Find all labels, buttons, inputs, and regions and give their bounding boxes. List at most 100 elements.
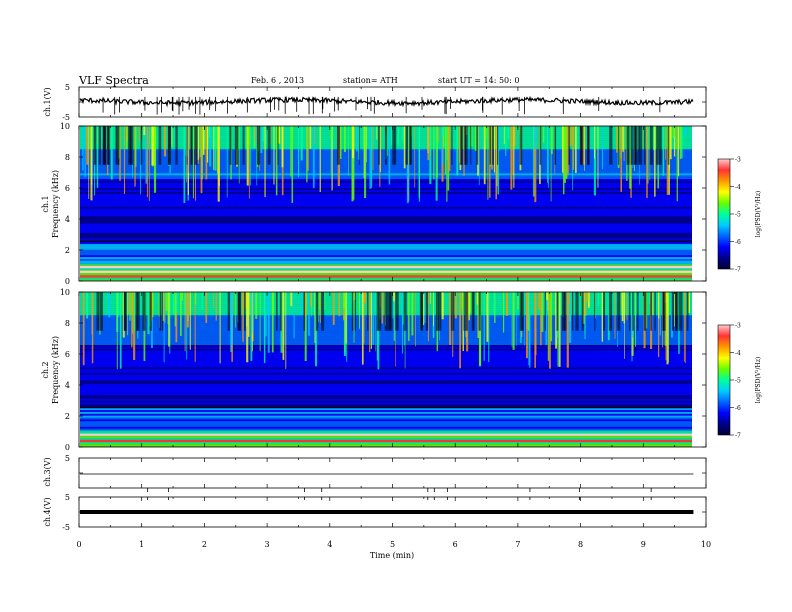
- spectrogram-band: [80, 424, 692, 427]
- sferic-streak: [401, 292, 403, 315]
- spectrogram-band: [80, 180, 692, 183]
- sferic-streak: [486, 292, 489, 342]
- spectrogram-band: [80, 258, 692, 261]
- spectrogram-gap: [161, 292, 164, 331]
- sferic-streak: [666, 292, 669, 365]
- y-tick-label: 6: [65, 350, 70, 359]
- sferic-streak: [527, 292, 530, 331]
- spectrogram-band: [80, 428, 692, 431]
- y-tick-label: 6: [65, 184, 70, 193]
- sferic-streak: [278, 126, 281, 144]
- sferic-streak: [90, 126, 93, 201]
- sferic-streak: [666, 126, 669, 149]
- sferic-streak: [545, 292, 548, 345]
- sferic-streak: [249, 126, 251, 145]
- spectrogram-gap: [680, 292, 683, 331]
- sferic-streak: [319, 292, 321, 323]
- spectrogram-band: [80, 228, 692, 232]
- sferic-streak: [133, 292, 136, 331]
- sferic-streak: [626, 292, 628, 321]
- sferic-streak: [502, 292, 505, 333]
- sferic-streak: [427, 292, 429, 342]
- spectrogram-band: [80, 445, 692, 447]
- sferic-streak: [562, 126, 565, 195]
- sferic-streak: [312, 126, 315, 189]
- sferic-streak: [478, 126, 480, 186]
- spectrogram-gap: [586, 126, 589, 165]
- strong-band-line: [80, 439, 692, 442]
- sferic-streak: [565, 126, 568, 179]
- spectrogram-band: [80, 389, 692, 392]
- sferic-streak: [436, 126, 438, 178]
- spectrogram-band: [80, 432, 692, 435]
- spectrogram-gap: [389, 292, 392, 331]
- spectrogram-band: [80, 378, 692, 381]
- spectrogram-band: [80, 370, 692, 373]
- sferic-streak: [647, 126, 649, 184]
- sferic-streak: [242, 292, 244, 342]
- x-tick-label: 9: [641, 540, 646, 549]
- spectrogram-band: [80, 385, 692, 388]
- sferic-streak: [164, 126, 167, 157]
- sferic-streak: [535, 126, 537, 142]
- y-tick-label: 8: [65, 153, 70, 162]
- ch1-spectrogram-image: [80, 126, 692, 281]
- sferic-streak: [515, 292, 517, 346]
- spectrogram-band: [80, 178, 692, 181]
- sferic-streak: [572, 126, 574, 191]
- spectrogram-gap: [639, 126, 643, 165]
- sferic-streak: [459, 292, 461, 369]
- sferic-streak: [461, 292, 463, 309]
- sferic-streak: [622, 126, 624, 152]
- sferic-streak: [219, 292, 221, 364]
- sferic-streak: [127, 126, 129, 143]
- sferic-streak: [601, 292, 604, 342]
- sferic-streak: [446, 126, 448, 202]
- sferic-streak: [372, 126, 374, 171]
- spectrogram-band: [80, 186, 692, 189]
- spectrogram-gap: [594, 292, 596, 331]
- spectrogram-gap: [142, 292, 146, 331]
- spectrogram-gap: [450, 292, 452, 331]
- spectrogram-gap: [618, 292, 621, 331]
- sferic-streak: [172, 292, 175, 315]
- station-label: station= ATH: [343, 76, 398, 85]
- sferic-streak: [260, 126, 263, 154]
- sferic-streak: [250, 126, 252, 186]
- ch2-colorbar-label: log(PSD(V²/Hz): [755, 357, 762, 404]
- spectrogram-gap: [554, 126, 557, 165]
- spectrogram-gap: [521, 292, 524, 331]
- colorbar-tick-label: -4: [735, 350, 741, 357]
- sferic-streak: [267, 292, 270, 353]
- sferic-streak: [381, 292, 384, 324]
- y-tick-labels: 5 -5 5 5 -5 0 2 4 6 8 10 0 2 4 6 8 10: [60, 83, 70, 532]
- spectrogram-band: [80, 367, 692, 370]
- spectrogram-gap: [563, 292, 567, 331]
- spectrogram-gap: [194, 126, 196, 165]
- spectrogram-band: [80, 402, 692, 405]
- sferic-streak: [209, 126, 212, 167]
- sferic-streak: [659, 292, 661, 336]
- spectrogram-band: [80, 232, 692, 235]
- sferic-streak: [265, 292, 267, 337]
- spectrogram-band: [80, 331, 692, 334]
- sferic-streak: [146, 126, 148, 198]
- spectrogram-gap: [354, 292, 357, 331]
- sferic-streak: [298, 126, 300, 178]
- sferic-streak: [397, 126, 400, 146]
- spectrogram-gap: [237, 292, 241, 331]
- spectrogram-gap: [378, 126, 380, 165]
- ch2-channel-label: ch.2: [41, 361, 50, 378]
- x-tick-label: 3: [265, 540, 270, 549]
- sferic-streak: [148, 126, 150, 201]
- spectrogram-gap: [465, 292, 468, 331]
- spectrogram-gap: [123, 292, 126, 331]
- sferic-streak: [332, 292, 335, 325]
- tone-line: [80, 240, 692, 243]
- spectrogram-gap: [675, 292, 677, 331]
- sferic-streak: [558, 292, 561, 367]
- sferic-streak: [330, 126, 333, 140]
- spectrogram-gap: [425, 292, 429, 331]
- sferic-streak: [468, 292, 470, 321]
- spectrogram-band: [80, 359, 692, 362]
